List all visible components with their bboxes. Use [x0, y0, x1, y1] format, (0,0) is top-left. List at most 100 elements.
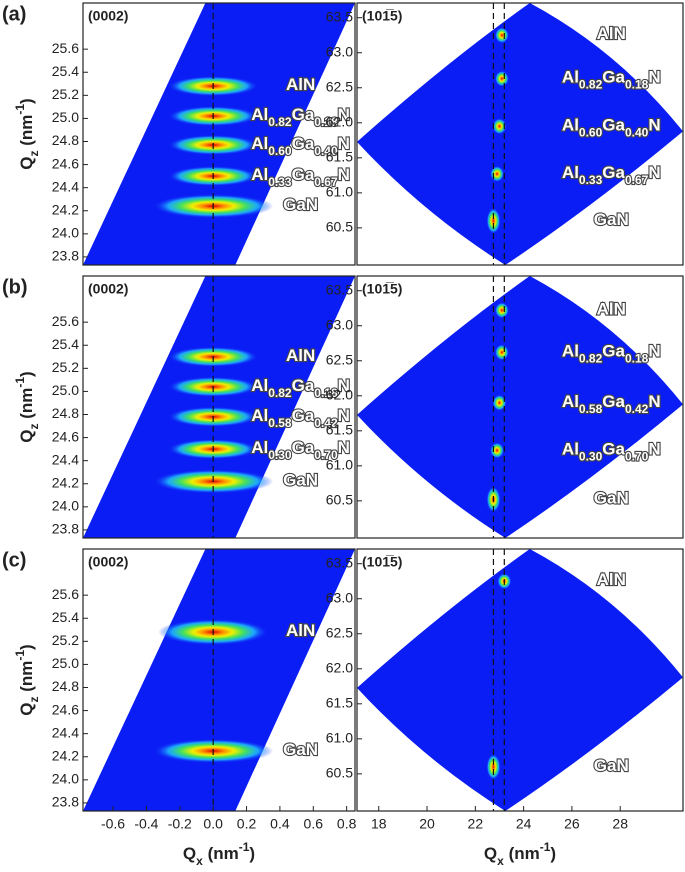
- scan-region: [357, 276, 683, 538]
- x-tick-label: -0.2: [168, 816, 192, 832]
- panel-label: (b): [2, 276, 28, 298]
- peak-label: GaN: [283, 471, 318, 490]
- scan-region: [83, 549, 355, 811]
- x-tick-label: -0.6: [101, 816, 125, 832]
- y-tick-label: 24.8: [52, 678, 79, 694]
- plot-area: [83, 3, 355, 265]
- y-tick-label: 25.6: [52, 313, 79, 329]
- plot-frame: [82, 548, 356, 812]
- y-tick-label: 25.0: [52, 109, 79, 125]
- y-tick-label: 61.5: [326, 422, 353, 438]
- y-tick-label: 24.8: [52, 132, 79, 148]
- y-tick-label: 62.0: [326, 386, 353, 402]
- peak-label: GaN: [594, 210, 629, 229]
- x-tick-label: 0.6: [304, 816, 324, 832]
- panel-title: (101̅5): [362, 8, 402, 24]
- peak-label: Al0.58Ga0.42N: [251, 406, 350, 430]
- y-tick-label: 25.0: [52, 382, 79, 398]
- peak-label: Al0.82Ga0.18N: [251, 106, 350, 130]
- y-tick-label: 24.2: [52, 474, 79, 490]
- scan-region: [357, 549, 683, 811]
- y-tick-label: 61.5: [326, 149, 353, 165]
- y-tick-label: 60.5: [326, 765, 353, 781]
- y-tick-label: 23.8: [52, 521, 79, 537]
- x-tick-label: 24: [516, 816, 532, 832]
- peak-label: AlN: [286, 76, 315, 95]
- y-tick-label: 62.5: [326, 351, 353, 367]
- panel-title: (0002): [88, 8, 128, 24]
- y-tick-label: 24.8: [52, 405, 79, 421]
- peak-label: AlN: [286, 622, 315, 641]
- peak: [494, 70, 509, 87]
- y-tick-label: 23.8: [52, 248, 79, 264]
- y-tick-label: 23.8: [52, 794, 79, 810]
- y-axis-title: Qz (nm-1): [13, 644, 41, 715]
- y-tick-label: 60.5: [326, 492, 353, 508]
- plot-area: [357, 3, 683, 265]
- peak: [486, 207, 501, 234]
- peak-label: GaN: [594, 756, 629, 775]
- y-tick-label: 61.0: [326, 184, 353, 200]
- panel-title: (0002): [88, 554, 128, 570]
- x-tick-label: 0.8: [337, 816, 357, 832]
- y-tick-label: 61.0: [326, 730, 353, 746]
- plot-frame: [82, 2, 356, 266]
- panel-title: (101̅5): [362, 281, 402, 297]
- y-tick-label: 24.4: [52, 724, 79, 740]
- peak-label: Al0.30Ga0.70N: [562, 440, 661, 464]
- plot-frame: [356, 548, 684, 812]
- panel-label: (c): [2, 549, 26, 571]
- peak-label: AlN: [286, 346, 315, 365]
- peak: [494, 344, 509, 361]
- scan-region: [357, 3, 683, 265]
- y-tick-label: 24.2: [52, 201, 79, 217]
- y-tick-label: 62.0: [326, 113, 353, 129]
- plot-area: [83, 276, 355, 538]
- y-tick-label: 25.6: [52, 586, 79, 602]
- plot-frame: [356, 2, 684, 266]
- peak-label: Al0.82Ga0.18N: [562, 342, 661, 366]
- x-axis-title: Qx (nm-1): [484, 840, 556, 868]
- peak: [486, 753, 501, 780]
- peak-label: Al0.60Ga0.40N: [562, 116, 661, 140]
- peak-label: Al0.82Ga0.18N: [251, 376, 350, 400]
- peak-label: AlN: [597, 571, 626, 590]
- peak-label: GaN: [594, 489, 629, 508]
- peak: [494, 302, 509, 319]
- y-tick-label: 25.4: [52, 336, 79, 352]
- y-tick-label: 25.2: [52, 86, 79, 102]
- y-tick-label: 24.0: [52, 498, 79, 514]
- scan-region: [83, 3, 355, 265]
- y-tick-label: 25.2: [52, 632, 79, 648]
- peak: [490, 165, 505, 182]
- y-tick-label: 24.0: [52, 771, 79, 787]
- peak-label: Al0.33Ga0.67N: [251, 166, 350, 190]
- y-tick-label: 25.6: [52, 40, 79, 56]
- y-tick-label: 63.0: [326, 43, 353, 59]
- y-tick-label: 25.4: [52, 609, 79, 625]
- panel-title: (101̅5): [362, 554, 402, 570]
- plot-area: [357, 276, 683, 538]
- y-tick-label: 24.6: [52, 428, 79, 444]
- plot-area: [357, 549, 683, 811]
- y-tick-label: 24.6: [52, 701, 79, 717]
- peak-label: AlN: [597, 25, 626, 44]
- peak: [490, 442, 505, 459]
- y-axis-title: Qz (nm-1): [13, 98, 41, 169]
- y-tick-label: 63.5: [326, 8, 353, 24]
- x-tick-label: 28: [612, 816, 628, 832]
- x-tick-label: 0.0: [203, 816, 223, 832]
- y-tick-label: 25.0: [52, 655, 79, 671]
- peak: [494, 27, 509, 44]
- peak-label: Al0.33Ga0.67N: [562, 163, 661, 187]
- y-tick-label: 62.5: [326, 624, 353, 640]
- y-axis-title: Qz (nm-1): [13, 371, 41, 442]
- x-tick-label: 0.2: [237, 816, 257, 832]
- y-tick-label: 63.5: [326, 554, 353, 570]
- x-tick-label: -0.4: [134, 816, 158, 832]
- peak-label: GaN: [283, 196, 318, 215]
- y-tick-label: 63.0: [326, 316, 353, 332]
- y-tick-label: 24.4: [52, 451, 79, 467]
